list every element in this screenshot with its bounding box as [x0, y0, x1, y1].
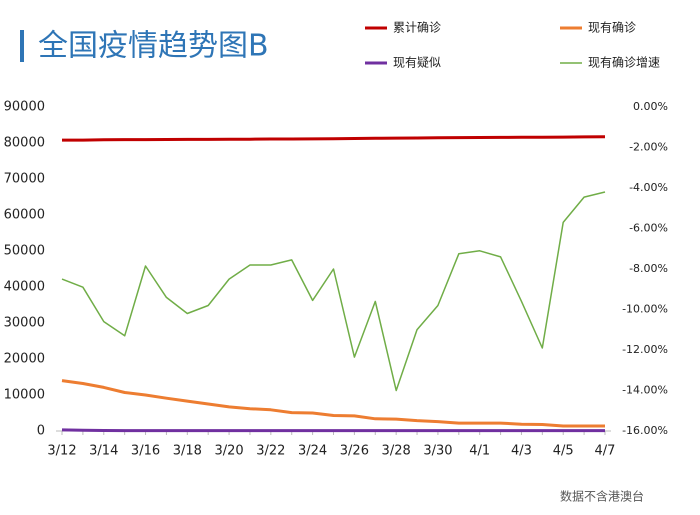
x-tick-label: 3/16 — [131, 444, 160, 459]
x-tick-label: 3/12 — [47, 444, 76, 459]
legend-label: 现有确诊增速 — [588, 56, 660, 70]
y-tick-label: 20000 — [4, 352, 45, 367]
chart-title: 全国疫情趋势图B — [38, 29, 269, 64]
x-tick-label: 4/5 — [553, 444, 574, 459]
y-tick-label: 0 — [37, 424, 45, 439]
y-tick-label: 80000 — [4, 136, 45, 151]
y2-tick-label: -6.00% — [629, 222, 668, 235]
legend-label: 现有确诊 — [588, 21, 636, 35]
series-line — [62, 135, 606, 142]
x-tick-label: 3/22 — [256, 444, 285, 459]
y-tick-label: 90000 — [4, 100, 45, 115]
y2-tick-label: -4.00% — [629, 181, 668, 194]
x-tick-label: 3/18 — [173, 444, 202, 459]
legend-label: 现有疑似 — [393, 55, 441, 70]
y2-tick-label: -8.00% — [629, 262, 668, 275]
x-tick-label: 3/30 — [423, 444, 452, 459]
y2-tick-label: -16.00% — [622, 424, 668, 437]
series-line — [61, 191, 606, 392]
x-tick-label: 4/1 — [469, 444, 490, 459]
y2-tick-label: -2.00% — [629, 141, 668, 154]
x-tick-label: 3/24 — [298, 444, 327, 459]
y-tick-label: 60000 — [4, 208, 45, 223]
footnote: 数据不含港澳台 — [560, 489, 644, 504]
y2-tick-label: 0.00% — [633, 100, 668, 113]
y2-tick-label: -12.00% — [622, 343, 668, 356]
title-bar — [20, 30, 24, 62]
x-tick-label: 3/14 — [89, 444, 118, 459]
x-tick-label: 3/26 — [340, 444, 369, 459]
y2-tick-label: -10.00% — [622, 303, 668, 316]
y2-tick-label: -14.00% — [622, 384, 668, 397]
x-tick-label: 3/28 — [382, 444, 411, 459]
x-tick-label: 4/3 — [511, 444, 532, 459]
y-tick-label: 50000 — [4, 244, 45, 259]
legend-label: 累计确诊 — [393, 21, 441, 35]
y-tick-label: 70000 — [4, 172, 45, 187]
y-tick-label: 10000 — [4, 388, 45, 403]
x-tick-label: 4/7 — [595, 444, 616, 459]
x-tick-label: 3/20 — [214, 444, 243, 459]
series-line — [61, 428, 605, 433]
y-tick-label: 40000 — [4, 280, 45, 295]
y-tick-label: 30000 — [4, 316, 45, 331]
series-line — [61, 379, 605, 428]
